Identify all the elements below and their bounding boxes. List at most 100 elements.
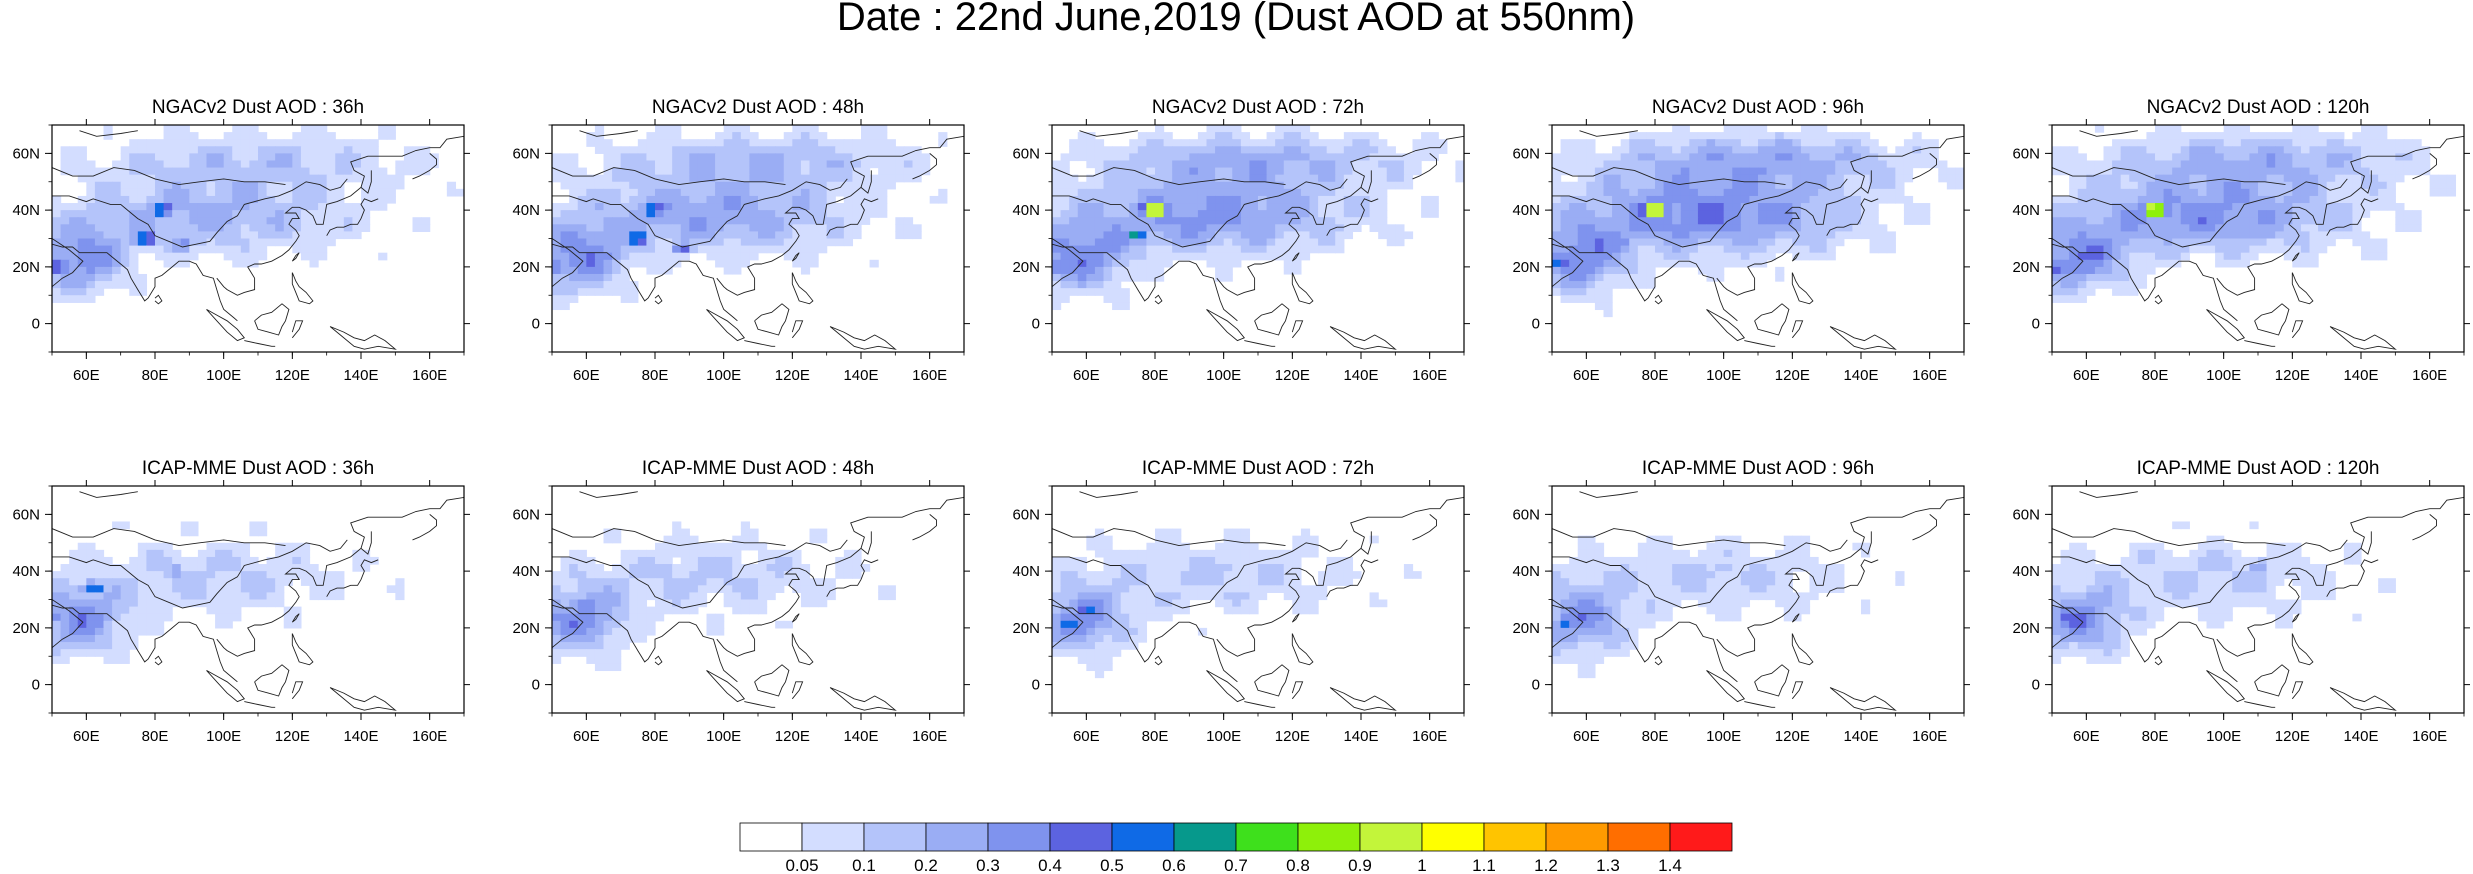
aod-cell [577, 649, 587, 657]
aod-cell [1326, 153, 1336, 162]
aod-cell [2146, 188, 2156, 197]
aod-cell [1663, 153, 1673, 162]
aod-cell [249, 245, 259, 254]
aod-cell [180, 571, 190, 579]
aod-cell [637, 585, 648, 594]
aod-cell [655, 252, 665, 261]
aod-cell [163, 606, 173, 615]
aod-cell [569, 195, 579, 204]
aod-cell [1646, 259, 1656, 268]
aod-cell [1180, 238, 1190, 247]
aod-cell [2403, 146, 2414, 154]
aod-cell [1215, 139, 1225, 147]
aod-cell [1594, 245, 1605, 254]
aod-cell [172, 224, 182, 233]
aod-cell [2369, 252, 2379, 261]
aod-cell [672, 564, 682, 572]
aod-cell [112, 217, 122, 225]
aod-cell [283, 210, 293, 218]
aod-cell [552, 288, 562, 296]
aod-cell [1112, 195, 1122, 204]
aod-cell [197, 160, 208, 169]
aod-cell [629, 288, 639, 296]
aod-cell [1620, 252, 1630, 261]
aod-cell [792, 549, 802, 558]
aod-cell [1697, 252, 1708, 261]
aod-cell [1318, 146, 1328, 154]
aod-cell [2318, 132, 2328, 140]
aod-cell [77, 238, 87, 247]
aod-cell [594, 627, 605, 636]
aod-cell [215, 210, 225, 218]
aod-cell [1612, 231, 1622, 240]
aod-cell [1283, 238, 1293, 247]
coastline [79, 130, 138, 137]
aod-cell [2352, 160, 2362, 169]
x-tick-label: 60E [573, 367, 600, 384]
aod-cell [189, 564, 199, 572]
aod-cell [560, 252, 570, 261]
aod-cell [1680, 231, 1690, 240]
aod-cell [215, 606, 225, 615]
aod-cell [2326, 188, 2336, 197]
aod-cell [1266, 139, 1276, 147]
aod-cell [240, 599, 251, 608]
aod-cell [1809, 203, 1819, 211]
aod-cell [1069, 188, 1079, 197]
aod-cell [1620, 245, 1630, 254]
aod-cell [732, 153, 742, 162]
aod-cell [1869, 245, 1879, 254]
aod-cell [206, 231, 216, 240]
aod-cell [1775, 160, 1785, 169]
aod-cell [369, 188, 379, 197]
aod-cell [663, 556, 673, 565]
aod-cell [689, 153, 699, 162]
aod-cell [800, 245, 811, 254]
aod-cell [1155, 266, 1165, 275]
aod-cell [2069, 288, 2079, 296]
aod-cell [103, 592, 113, 601]
aod-cell [77, 210, 87, 218]
aod-cell [800, 174, 811, 183]
aod-cell [283, 146, 293, 154]
aod-cell [249, 528, 259, 537]
aod-cell [663, 174, 673, 183]
aod-cell [818, 195, 828, 204]
aod-cell [1809, 167, 1819, 176]
aod-cell [1060, 160, 1070, 169]
aod-cell [120, 613, 130, 622]
aod-cell [1275, 153, 1285, 162]
aod-cell [326, 139, 336, 147]
aod-cell [129, 259, 139, 268]
aod-cell [800, 564, 811, 572]
aod-cell [1612, 174, 1622, 183]
aod-cell [361, 210, 371, 218]
aod-cell [560, 231, 570, 240]
aod-cell [266, 139, 276, 147]
aod-cell [818, 181, 828, 190]
aod-cell [2197, 217, 2208, 225]
aod-cell [603, 642, 613, 650]
aod-cell [1886, 174, 1896, 183]
aod-cell [112, 585, 122, 594]
aod-cell [2163, 259, 2173, 268]
aod-cell [706, 153, 716, 162]
aod-cell [1706, 231, 1716, 240]
aod-cell [155, 599, 165, 608]
aod-cell [1758, 125, 1768, 133]
aod-cell [1086, 153, 1096, 162]
aod-cell [258, 188, 268, 197]
aod-cell [94, 571, 105, 579]
aod-cell [1586, 210, 1596, 218]
coastline [206, 309, 246, 342]
aod-cell [180, 521, 190, 530]
aod-cell [843, 238, 854, 247]
aod-cell [163, 578, 173, 586]
aod-cell [1552, 245, 1562, 254]
aod-cell [2189, 146, 2199, 154]
aod-cell [1749, 203, 1759, 211]
aod-cell [1077, 252, 1087, 261]
aod-cell [103, 132, 113, 140]
aod-cell [1749, 210, 1759, 218]
aod-cell [2240, 252, 2251, 261]
